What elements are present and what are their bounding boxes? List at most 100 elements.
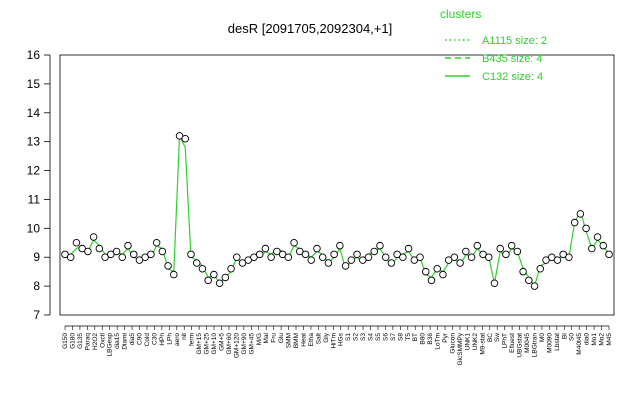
data-point bbox=[387, 259, 396, 267]
data-point bbox=[301, 250, 310, 259]
x-tick-label: S6 bbox=[382, 333, 389, 341]
x-tick-label: G135 bbox=[77, 333, 84, 349]
x-tick-label: ferm bbox=[189, 333, 196, 346]
x-tick-label: B80 bbox=[420, 333, 427, 345]
x-tick-label: S2 bbox=[353, 333, 360, 341]
x-tick-label: M0045 bbox=[524, 333, 531, 353]
data-point bbox=[152, 239, 161, 247]
data-point bbox=[341, 262, 350, 270]
data-point bbox=[233, 253, 241, 261]
data-point bbox=[450, 253, 459, 261]
data-point bbox=[198, 265, 207, 273]
x-tick-label: dia5 bbox=[129, 333, 136, 346]
data-point bbox=[347, 256, 356, 264]
data-point bbox=[170, 270, 178, 279]
y-tick-label: 11 bbox=[28, 192, 41, 206]
data-point bbox=[519, 267, 527, 276]
x-tick-label: UNK1 bbox=[464, 333, 471, 351]
data-point bbox=[72, 239, 81, 247]
x-tick-label: Gly bbox=[323, 332, 330, 343]
y-tick-label: 8 bbox=[33, 279, 40, 293]
data-point bbox=[588, 244, 596, 253]
x-tick-label: HiTm bbox=[330, 333, 337, 349]
x-tick-label: Mal bbox=[263, 332, 270, 343]
data-point bbox=[484, 253, 493, 261]
x-tick-label: aero bbox=[174, 333, 181, 346]
data-point bbox=[353, 250, 361, 259]
x-tick-label: M0 bbox=[539, 333, 546, 342]
data-point bbox=[89, 233, 98, 241]
x-tick-label: M45 bbox=[606, 333, 613, 346]
data-point bbox=[255, 250, 264, 259]
x-tick-label: LBGexp bbox=[107, 333, 114, 357]
data-point bbox=[547, 253, 556, 261]
data-point bbox=[147, 250, 155, 259]
data-point bbox=[215, 279, 224, 287]
x-tick-label: S1 bbox=[345, 333, 352, 341]
data-point bbox=[307, 256, 315, 264]
x-tick-label: B36 bbox=[427, 333, 434, 345]
x-tick-label: S7 bbox=[390, 333, 397, 341]
x-tick-label: Heat bbox=[300, 333, 307, 347]
x-tick-label: GM+45 bbox=[248, 333, 255, 355]
data-point bbox=[410, 256, 419, 264]
data-point bbox=[605, 250, 613, 259]
x-tick-label: GM+5 bbox=[218, 333, 225, 351]
data-point bbox=[244, 256, 252, 264]
data-point bbox=[66, 253, 75, 261]
legend-label: C132 size: 4 bbox=[482, 71, 543, 83]
x-tick-label: HPh bbox=[159, 333, 166, 346]
data-point bbox=[284, 253, 293, 261]
data-point bbox=[318, 253, 327, 261]
x-axis: G150 G180 G135 Paraq H2O2 Oxctl LBGexp dia15 Dia… bbox=[62, 325, 613, 366]
data-point bbox=[164, 262, 172, 270]
data-point bbox=[490, 279, 499, 287]
legend-title: clusters bbox=[440, 7, 481, 21]
data-point bbox=[462, 247, 470, 256]
data-point bbox=[376, 241, 384, 250]
data-point bbox=[542, 256, 550, 264]
data-point bbox=[124, 241, 132, 250]
data-point bbox=[204, 276, 212, 285]
data-point bbox=[141, 253, 149, 261]
data-point bbox=[530, 282, 539, 290]
x-tick-label: BMM bbox=[293, 333, 300, 348]
data-point bbox=[576, 210, 585, 218]
x-tick-label: S0 bbox=[569, 333, 576, 341]
legend-label: A1115 size: 2 bbox=[482, 35, 547, 47]
x-tick-label: Pyr bbox=[442, 332, 449, 343]
data-point bbox=[582, 224, 590, 233]
x-tick-label: G150 bbox=[62, 333, 69, 349]
data-point bbox=[129, 250, 138, 259]
y-tick-label: 14 bbox=[27, 106, 41, 120]
x-tick-label: M9-stat bbox=[479, 333, 486, 355]
legend-label: B435 size: 4 bbox=[482, 53, 543, 65]
x-tick-label: M/G bbox=[256, 333, 263, 345]
x-tick-label: C30 bbox=[151, 333, 158, 345]
x-tick-label: Sw bbox=[494, 333, 501, 342]
x-tick-label: Mo1 bbox=[591, 333, 598, 346]
data-point bbox=[479, 250, 487, 259]
data-point bbox=[336, 241, 344, 250]
data-point bbox=[513, 247, 522, 256]
data-point bbox=[261, 244, 270, 253]
data-point bbox=[61, 250, 69, 259]
x-tick-label: Etha bbox=[308, 333, 315, 347]
data-point bbox=[273, 247, 281, 256]
data-point bbox=[95, 244, 104, 253]
data-point bbox=[324, 259, 333, 267]
x-tick-label: Oxctl bbox=[99, 332, 106, 347]
data-point bbox=[507, 241, 516, 250]
data-point bbox=[227, 265, 235, 273]
data-point bbox=[433, 265, 441, 273]
y-tick-label: 10 bbox=[27, 221, 41, 235]
data-point bbox=[290, 239, 298, 247]
x-tick-label: M40t45 bbox=[576, 333, 583, 355]
y-tick-label: 7 bbox=[33, 308, 40, 322]
x-tick-label: Salt bbox=[315, 333, 322, 344]
x-tick-label: GM+25 bbox=[204, 333, 211, 355]
data-point bbox=[84, 247, 92, 256]
data-point bbox=[313, 244, 321, 253]
data-point bbox=[175, 132, 184, 140]
